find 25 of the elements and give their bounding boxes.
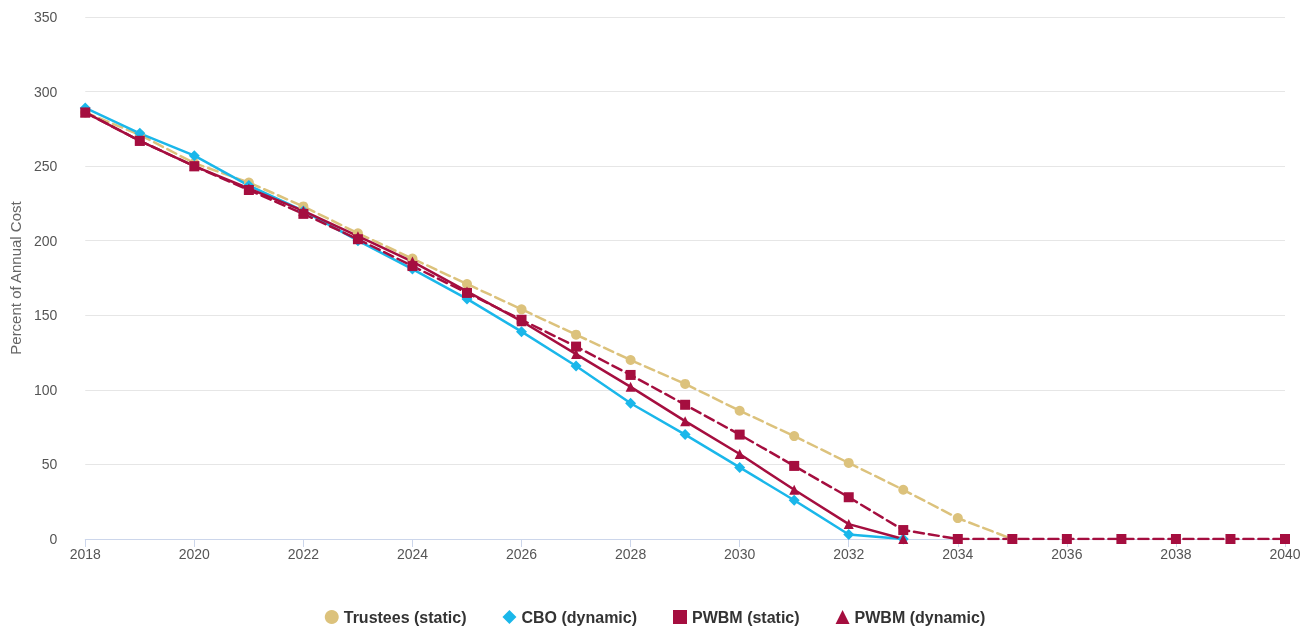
x-tick-label: 2022 <box>287 546 320 562</box>
legend-label: PWBM (static) <box>692 608 800 626</box>
y-tick-label: 200 <box>33 232 58 249</box>
x-tick-label: 2034 <box>942 546 974 562</box>
x-tick-label: 2028 <box>615 546 647 562</box>
y-tick-label: 150 <box>33 307 58 324</box>
y-tick-label: 300 <box>33 83 58 100</box>
x-tick-label: 2038 <box>1160 546 1192 562</box>
x-tick-label: 2026 <box>505 546 538 562</box>
x-tick-label: 2018 <box>69 546 102 562</box>
y-tick-label: 250 <box>33 158 58 175</box>
x-tick-label: 2040 <box>1269 546 1301 562</box>
x-tick-label: 2020 <box>178 546 211 562</box>
x-tick-label: 2024 <box>396 546 429 562</box>
y-tick-label: 350 <box>33 9 58 25</box>
y-tick-label: 50 <box>41 456 58 473</box>
legend-label: PWBM (dynamic) <box>854 608 986 626</box>
legend-label: CBO (dynamic) <box>521 608 638 626</box>
y-tick-label: 100 <box>33 381 58 398</box>
y-axis-title: Percent of Annual Cost <box>7 200 24 355</box>
x-tick-label: 2030 <box>724 546 756 562</box>
y-tick-label: 0 <box>49 531 58 547</box>
x-tick-label: 2032 <box>833 546 865 562</box>
x-tick-label: 2036 <box>1051 546 1083 562</box>
legend-label: Trustees (static) <box>343 608 467 626</box>
